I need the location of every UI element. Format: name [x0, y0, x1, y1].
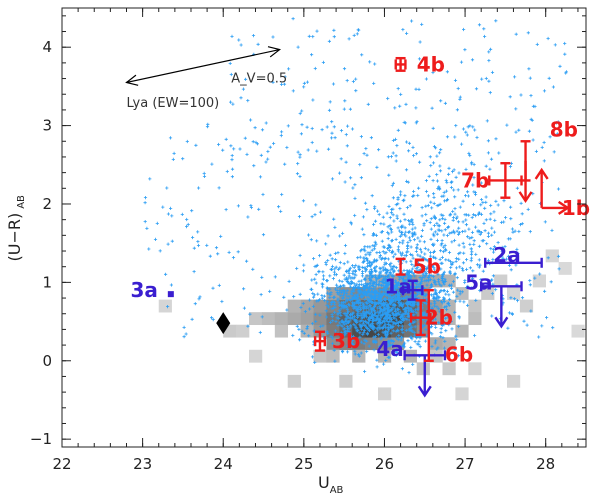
density-cell [274, 312, 289, 326]
limit-arrowhead [557, 200, 570, 215]
source-label: 8b [550, 118, 578, 142]
source-2a: 2a [484, 243, 543, 268]
x-tick-label: 24 [214, 455, 233, 473]
source-label: 4b [417, 52, 445, 76]
vector-head-start [125, 74, 139, 86]
density-cell [339, 374, 353, 388]
source-label: 6b [445, 342, 473, 366]
source-5a: 5a [465, 270, 523, 329]
density-cell [468, 362, 482, 376]
density-cell [326, 299, 340, 313]
limit-arrowhead [518, 191, 533, 204]
point-cloud [143, 17, 568, 375]
source-8b: 8b [518, 118, 578, 204]
density-cell [494, 274, 508, 288]
source-label: 3b [332, 329, 360, 353]
limit-arrowhead [534, 167, 549, 180]
density-cell [403, 324, 418, 338]
density-cell [416, 362, 430, 376]
density-cell [352, 337, 366, 351]
density-cell [468, 299, 482, 313]
reddening-vector [126, 48, 280, 84]
source-5b: 5b [395, 255, 441, 279]
source-7b: 7b [461, 162, 523, 199]
density-cell [378, 349, 392, 363]
x-tick-label: 25 [294, 455, 313, 473]
density-cell [261, 312, 276, 326]
density-cell [545, 249, 559, 263]
source-label: 5a [465, 270, 492, 294]
limit-arrowhead [494, 316, 509, 329]
y-tick-label: −1 [30, 430, 52, 448]
density-cell [236, 324, 250, 338]
y-tick-label: 2 [42, 195, 52, 213]
density-cell [326, 349, 340, 363]
density-cell [571, 324, 585, 338]
density-cell [442, 337, 456, 351]
vector-head-end [267, 46, 282, 58]
density-cell [313, 299, 327, 313]
limit-arrowhead [417, 385, 432, 398]
density-cell [519, 299, 534, 313]
source-label: 1b [562, 196, 590, 220]
source-3b: 3b [313, 329, 360, 353]
reddening-label: A_V=0.5 [231, 71, 287, 86]
density-cell [378, 387, 392, 401]
density-cell [326, 324, 340, 338]
density-cell [455, 387, 469, 401]
x-tick-label: 27 [456, 455, 475, 473]
density-cell [506, 287, 521, 300]
x-axis-label: UAB [318, 473, 344, 496]
density-cell [442, 274, 456, 288]
source-label: 5b [413, 255, 441, 279]
density-cell [468, 312, 482, 326]
source-1b: 1b [534, 167, 590, 220]
plot-frame [61, 7, 587, 448]
density-cell [339, 337, 353, 351]
density-cell [158, 299, 172, 313]
density-cell [532, 274, 546, 288]
source-4b: 4b [394, 52, 445, 76]
density-cell [287, 299, 301, 313]
y-tick-label: 0 [42, 352, 52, 370]
source-label: 4a [376, 337, 403, 361]
x-tick-label: 26 [375, 455, 394, 473]
source-6b: 6b [423, 289, 473, 366]
density-cell [558, 261, 572, 275]
background-points [143, 17, 568, 375]
density-cell [429, 337, 443, 351]
y-axis-label: (U−R)AB [5, 195, 27, 262]
source-marker [167, 291, 174, 298]
annotations: A_V=0.5 Lya (EW=100) [125, 46, 287, 335]
source-label: 7b [461, 168, 489, 192]
density-cell [249, 349, 263, 363]
source-label: 2a [493, 243, 520, 267]
density-cell [287, 374, 301, 388]
density-cell [249, 312, 263, 326]
density-cell [287, 312, 301, 326]
y-tick-label: 4 [42, 38, 52, 56]
density-cell [274, 324, 289, 338]
y-tick-label: 3 [42, 117, 52, 135]
x-tick-label: 22 [52, 455, 71, 473]
x-tick-label: 28 [536, 455, 555, 473]
density-cell [300, 312, 314, 326]
source-label: 3a [131, 278, 158, 302]
x-tick-label: 23 [133, 455, 152, 473]
density-cell [506, 374, 521, 388]
source-label: 1a [384, 274, 411, 298]
reference-diamond [216, 312, 231, 335]
source-3a: 3a [131, 278, 174, 302]
density-cell [313, 349, 327, 363]
lya-label: Lya (EW=100) [126, 96, 219, 111]
density-cell [442, 312, 456, 326]
density-cell [442, 362, 456, 376]
density-cell [481, 287, 495, 300]
y-tick-label: 1 [42, 273, 52, 291]
